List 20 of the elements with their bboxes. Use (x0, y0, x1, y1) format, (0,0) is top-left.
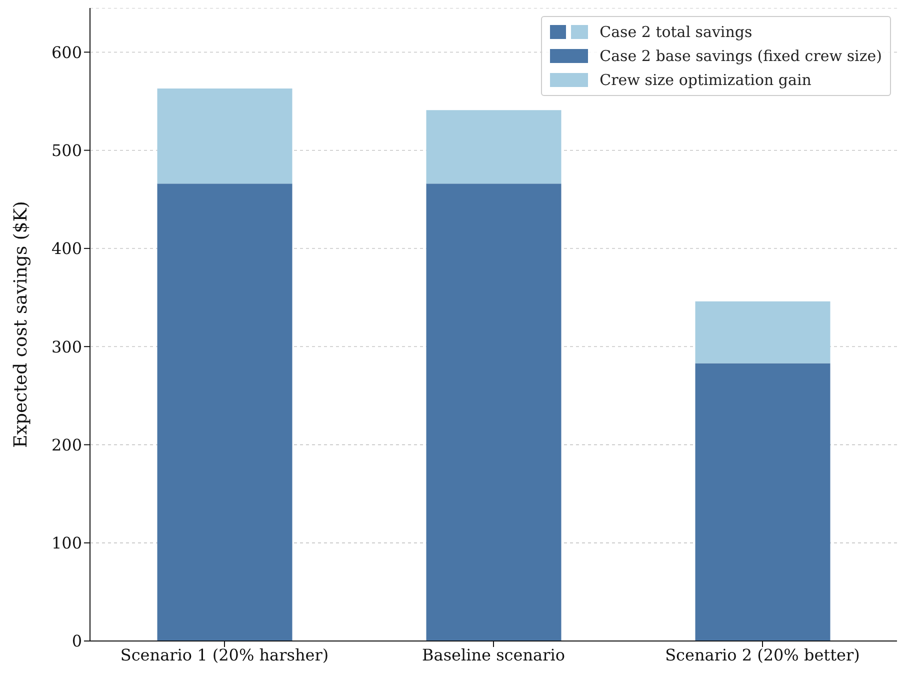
x-tick-label: Scenario 1 (20% harsher) (120, 645, 329, 664)
y-tick-label: 300 (51, 337, 82, 356)
y-tick-label: 600 (51, 42, 82, 62)
bar (157, 184, 292, 641)
bar (426, 184, 562, 641)
y-tick-label: 100 (51, 534, 82, 553)
bar (157, 88, 292, 184)
y-tick-label: 400 (51, 239, 82, 258)
bar (695, 301, 830, 364)
y-tick-label: 500 (51, 140, 82, 160)
legend-label: Case 2 base savings (fixed crew size) (600, 47, 882, 65)
bar (426, 110, 562, 184)
x-tick-label: Scenario 2 (20% better) (665, 645, 860, 664)
y-tick-label: 200 (51, 435, 82, 454)
y-axis-title: Expected cost savings ($K) (10, 201, 32, 448)
legend-label: Case 2 total savings (600, 23, 752, 41)
bar (695, 363, 830, 641)
y-tick-label: 0 (72, 632, 82, 651)
x-tick-label: Baseline scenario (422, 645, 565, 664)
legend-label: Crew size optimization gain (600, 71, 812, 89)
